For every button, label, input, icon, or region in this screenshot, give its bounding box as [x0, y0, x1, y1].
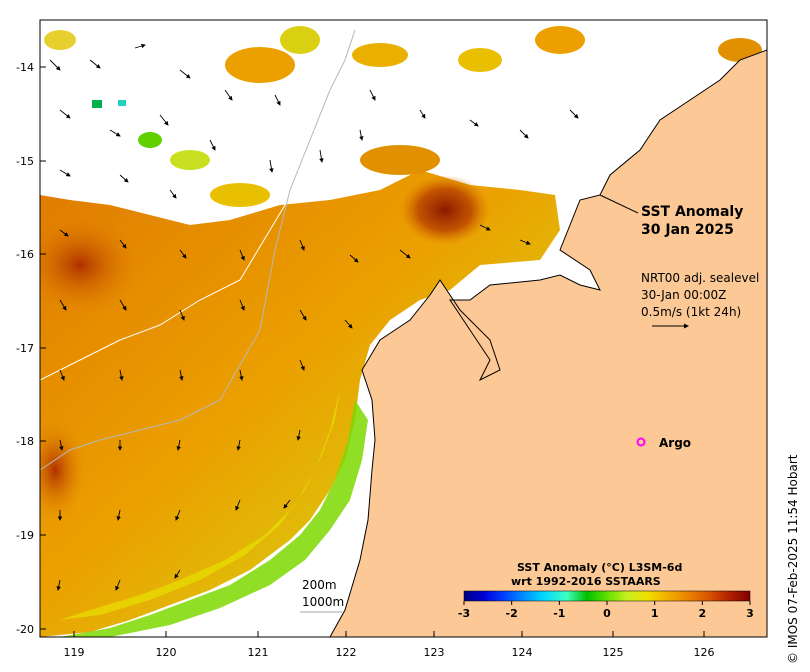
velocity-legend-line1: NRT00 adj. sealevel — [641, 271, 759, 285]
colorbar-tick-label: -3 — [458, 607, 470, 620]
land-australia — [330, 20, 767, 637]
credit-text: © IMOS 07-Feb-2025 11:54 Hobart — [786, 454, 800, 664]
plot-frame — [39, 19, 768, 638]
colorbar-tick-label: 2 — [699, 607, 707, 620]
colorbar-gradient — [463, 590, 751, 602]
contour-label-200m: 200m — [302, 578, 337, 592]
x-tick-label: 126 — [694, 646, 715, 659]
hotspot-west — [40, 215, 140, 315]
yellow-coastal-band — [60, 390, 340, 620]
colorbar-ticks: -3 -2 -1 0 1 2 3 — [458, 601, 754, 620]
colorbar-tick-label: 0 — [603, 607, 611, 620]
x-tick-label: 121 — [248, 646, 269, 659]
hotspot-southwest — [40, 420, 85, 520]
colorbar: SST Anomaly (°C) L3SM-6d wrt 1992-2016 S… — [458, 561, 754, 620]
land-peninsula — [440, 285, 498, 385]
x-tick-label: 123 — [424, 646, 445, 659]
x-tick-label: 119 — [64, 646, 85, 659]
y-tick-label: -18 — [16, 435, 34, 448]
hotspot-kimberley — [400, 175, 490, 245]
map-title-line1: SST Anomaly — [641, 204, 743, 220]
map-title-line2: 30 Jan 2025 — [641, 222, 734, 238]
colorbar-tick-label: 1 — [651, 607, 659, 620]
velocity-legend-line3: 0.5m/s (1kt 24h) — [641, 305, 741, 319]
y-tick-label: -17 — [16, 342, 34, 355]
y-tick-label: -16 — [16, 248, 34, 261]
contour-label-1000m: 1000m — [302, 595, 344, 609]
velocity-arrows — [49, 43, 579, 591]
velocity-legend-line2: 30-Jan 00:00Z — [641, 288, 726, 302]
colorbar-tick-label: -1 — [553, 607, 565, 620]
y-axis-ticks: -14 -15 -16 -17 -18 -19 -20 — [16, 61, 46, 636]
x-tick-label: 124 — [512, 646, 533, 659]
colorbar-tick-label: -2 — [506, 607, 518, 620]
colorbar-tick-label: 3 — [746, 607, 754, 620]
x-tick-label: 120 — [156, 646, 177, 659]
colorbar-title-line1: SST Anomaly (°C) L3SM-6d — [517, 561, 682, 574]
coastline — [329, 49, 767, 637]
contour-200m — [40, 39, 351, 381]
title-pointer — [599, 194, 639, 214]
argo-marker — [636, 437, 646, 447]
x-axis-ticks: 119 120 121 122 123 124 125 126 — [64, 631, 715, 659]
sst-field — [40, 170, 560, 637]
argo-label: Argo — [659, 436, 691, 450]
y-tick-label: -19 — [16, 529, 34, 542]
colorbar-title-line2: wrt 1992-2016 SSTAARS — [511, 575, 661, 588]
y-tick-label: -15 — [16, 155, 34, 168]
x-tick-label: 122 — [336, 646, 357, 659]
y-tick-label: -20 — [16, 623, 34, 636]
y-tick-label: -14 — [16, 61, 34, 74]
contour-1000m — [40, 29, 356, 471]
x-tick-label: 125 — [603, 646, 624, 659]
